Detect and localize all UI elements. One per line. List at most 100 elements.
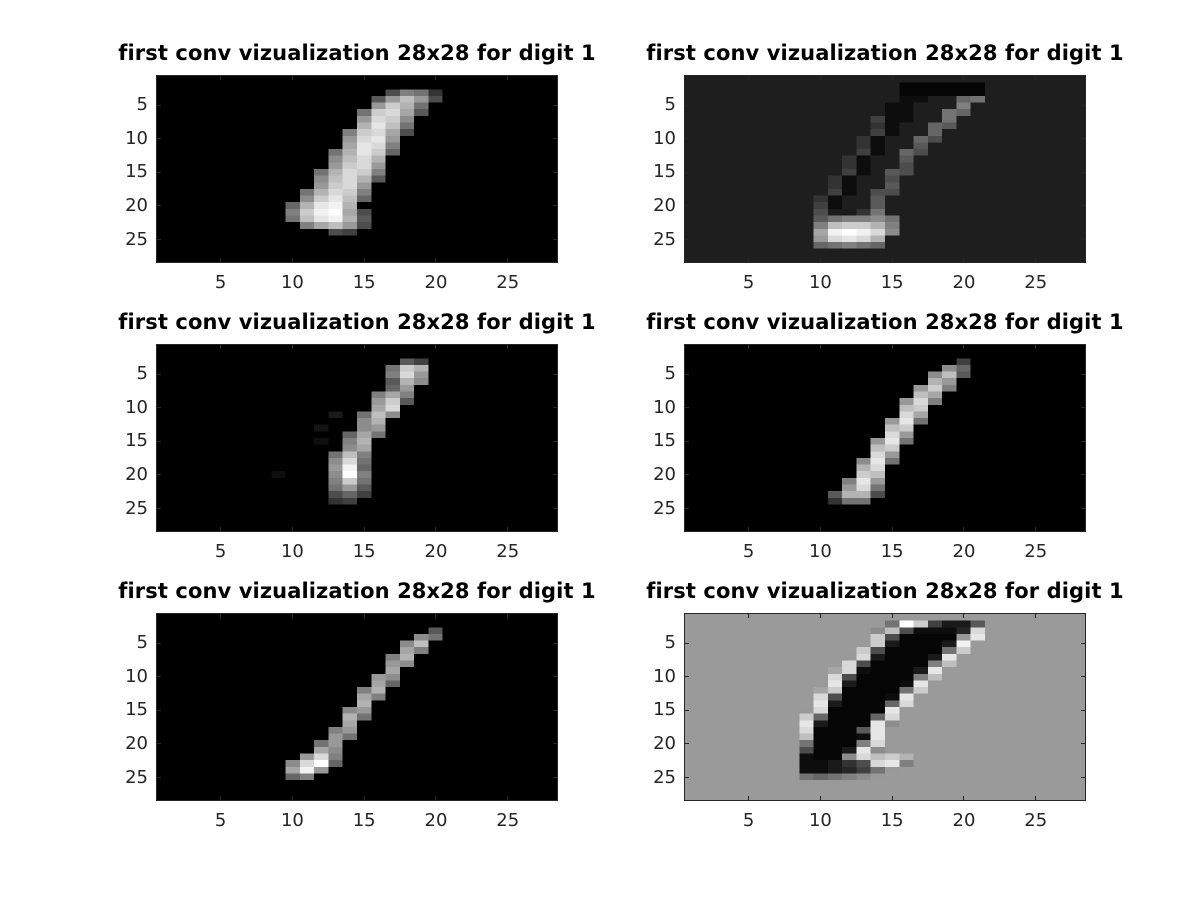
y-tick-label: 15 [125, 161, 148, 183]
x-tick-mark [291, 527, 293, 531]
x-tick-mark [891, 527, 893, 531]
heatmap-axes [684, 613, 1086, 801]
y-tick-mark [157, 777, 161, 778]
subplot-6: first conv vizualization 28x28 for digit… [646, 579, 1123, 831]
x-tick-label: 15 [880, 810, 904, 831]
y-tick-label: 10 [125, 396, 148, 418]
x-tick-mark [363, 614, 365, 618]
y-tick-mark [1081, 407, 1085, 409]
y-tick-mark [553, 407, 557, 409]
x-tick-label: 20 [952, 272, 976, 293]
y-tick-mark [685, 743, 689, 745]
subplot-title: first conv vizualization 28x28 for digit… [118, 579, 596, 603]
subplot-title: first conv vizualization 28x28 for digit… [646, 579, 1124, 603]
y-tick-label: 15 [653, 161, 676, 183]
x-tick-mark [507, 614, 509, 618]
x-tick-mark [963, 527, 965, 531]
x-tick-mark [291, 345, 293, 349]
x-tick-mark [963, 258, 965, 262]
y-tick-label: 20 [125, 194, 148, 216]
y-tick-label: 10 [653, 396, 676, 418]
y-tick-mark [553, 373, 557, 375]
y-tick-mark [157, 508, 161, 509]
x-tick-label: 20 [952, 810, 976, 831]
y-tick-mark [685, 205, 689, 207]
y-tick-mark [1081, 743, 1085, 745]
x-tick-mark [291, 796, 293, 800]
x-tick-mark [963, 614, 965, 618]
y-tick-mark [685, 138, 689, 140]
x-tick-mark [220, 345, 222, 349]
y-tick-label: 5 [664, 94, 676, 116]
heatmap-axes [156, 613, 558, 801]
y-tick-mark [685, 777, 689, 778]
x-tick-mark [963, 345, 965, 349]
x-tick-mark [891, 258, 893, 262]
y-tick-mark [553, 709, 557, 711]
x-tick-mark [748, 614, 750, 618]
x-tick-label: 15 [880, 272, 904, 293]
x-tick-mark [435, 796, 437, 800]
y-tick-mark [685, 407, 689, 409]
y-tick-label: 5 [664, 632, 676, 654]
subplot-5: first conv vizualization 28x28 for digit… [118, 579, 595, 831]
y-tick-label: 25 [653, 766, 676, 788]
x-tick-mark [507, 258, 509, 262]
y-tick-mark [1081, 709, 1085, 711]
y-tick-mark [553, 104, 557, 106]
x-tick-label: 5 [742, 541, 755, 562]
x-tick-label: 5 [214, 541, 227, 562]
x-tick-label: 25 [496, 541, 520, 562]
subplot-title: first conv vizualization 28x28 for digit… [118, 41, 596, 65]
x-tick-label: 10 [808, 541, 832, 562]
y-tick-label: 5 [136, 363, 148, 385]
y-tick-mark [553, 239, 557, 240]
x-tick-mark [435, 614, 437, 618]
x-tick-mark [748, 796, 750, 800]
x-tick-label: 5 [214, 810, 227, 831]
y-tick-mark [157, 407, 161, 409]
y-tick-mark [685, 440, 689, 442]
y-tick-label: 25 [125, 228, 148, 250]
y-tick-mark [553, 508, 557, 509]
y-tick-mark [553, 777, 557, 778]
x-tick-mark [891, 76, 893, 80]
x-tick-mark [363, 527, 365, 531]
x-tick-mark [363, 796, 365, 800]
x-tick-label: 10 [280, 272, 304, 293]
x-tick-mark [819, 345, 821, 349]
x-tick-mark [819, 258, 821, 262]
y-tick-mark [553, 440, 557, 442]
subplot-4: first conv vizualization 28x28 for digit… [646, 310, 1123, 562]
x-tick-label: 25 [1024, 810, 1048, 831]
y-tick-mark [157, 642, 161, 644]
y-tick-label: 25 [125, 766, 148, 788]
y-tick-mark [685, 239, 689, 240]
y-tick-label: 20 [125, 463, 148, 485]
y-tick-mark [157, 676, 161, 678]
x-tick-mark [220, 614, 222, 618]
x-tick-label: 20 [424, 541, 448, 562]
y-tick-mark [1081, 777, 1085, 778]
y-tick-mark [685, 373, 689, 375]
y-tick-label: 10 [653, 127, 676, 149]
y-tick-mark [157, 239, 161, 240]
x-tick-mark [1035, 614, 1037, 618]
y-tick-mark [685, 104, 689, 106]
x-tick-mark [1035, 76, 1037, 80]
heatmap-image [157, 614, 557, 800]
y-tick-mark [1081, 373, 1085, 375]
y-tick-label: 15 [653, 430, 676, 452]
x-tick-mark [819, 796, 821, 800]
y-tick-label: 20 [125, 732, 148, 754]
y-tick-label: 10 [125, 665, 148, 687]
y-tick-mark [157, 138, 161, 140]
x-tick-label: 20 [424, 810, 448, 831]
x-tick-mark [363, 76, 365, 80]
x-tick-label: 15 [880, 541, 904, 562]
x-tick-label: 10 [808, 810, 832, 831]
x-tick-label: 5 [742, 272, 755, 293]
y-tick-mark [157, 474, 161, 476]
x-tick-mark [1035, 258, 1037, 262]
x-tick-label: 15 [352, 810, 376, 831]
